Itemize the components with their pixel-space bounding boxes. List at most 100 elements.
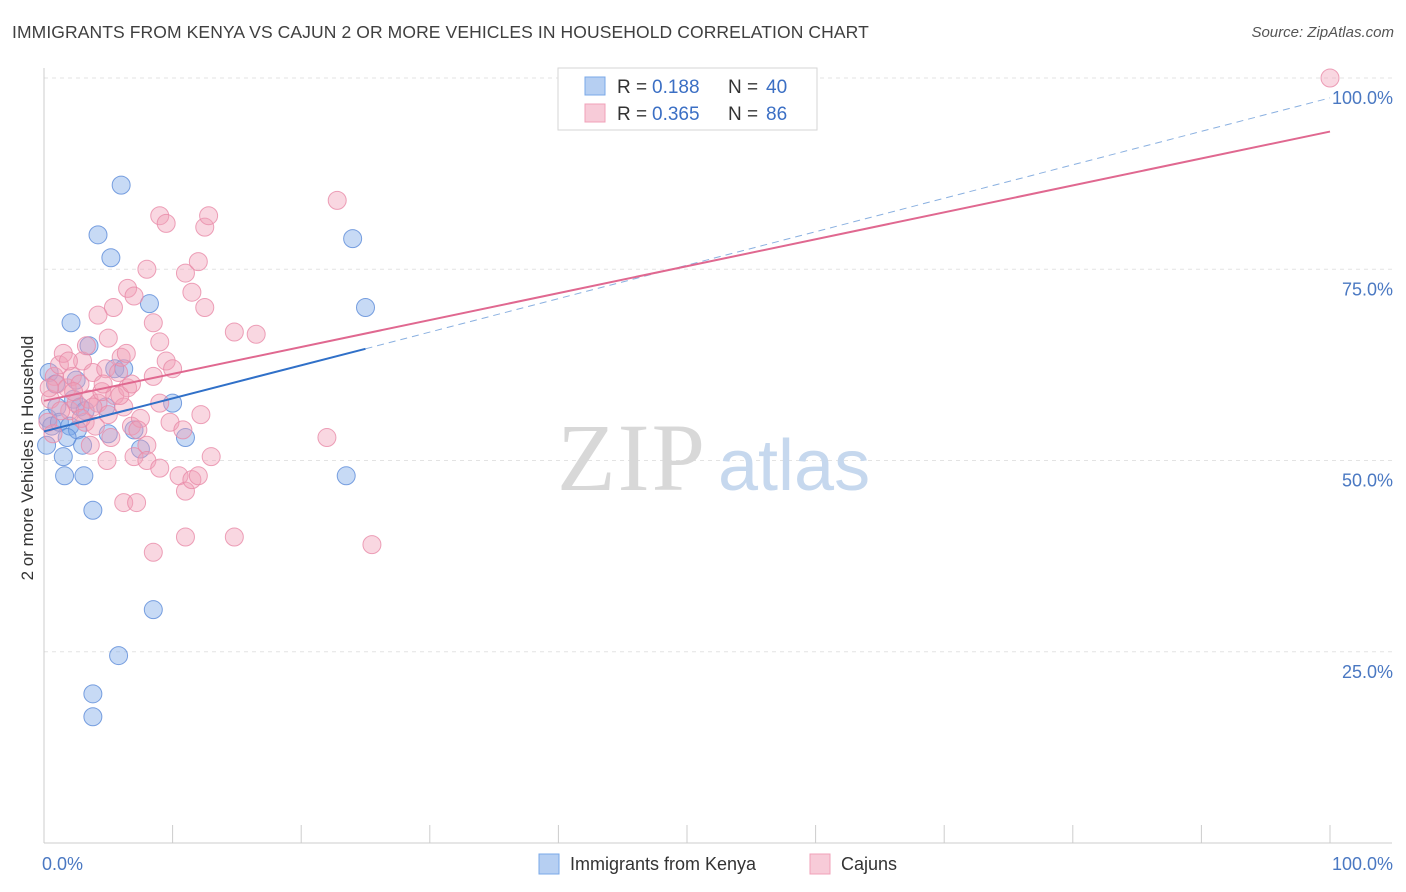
cajun-point [83,397,103,417]
cajun-point [150,332,170,352]
kenya-point [336,466,356,486]
cajun-point [317,428,337,448]
kenya-point [109,646,129,666]
cajun-point [110,385,130,405]
bottom-legend: Immigrants from Kenya Cajuns [538,853,897,875]
y-tick-label: 50.0% [1342,471,1393,491]
grid-lines [44,77,1392,653]
cajun-point [199,206,219,226]
cajun-point [80,435,100,455]
cajun-point [246,324,266,344]
cajun-point [173,420,193,440]
cajun-point [156,213,176,233]
bottom-legend-swatch [538,853,560,875]
cajun-point [191,405,211,425]
legend-r-label: R = [617,77,647,98]
cajun-point [188,252,208,272]
kenya-point [74,466,94,486]
kenya-point [101,248,121,268]
cajun-point [175,527,195,547]
watermark-atlas: atlas [718,426,870,506]
kenya-point [39,363,59,383]
kenya-point [53,447,73,467]
kenya-point [61,313,81,333]
kenya-trend-line [43,347,366,433]
y-tick-labels: 25.0% 50.0% 75.0% 100.0% [1332,88,1393,682]
cajun-point [58,351,78,371]
y-tick-label: 25.0% [1342,662,1393,682]
kenya-point [111,175,131,195]
cajun-point [118,278,138,298]
cajun-point [101,428,121,448]
cajun-point [327,190,347,210]
cajun-point [62,366,82,386]
legend-swatch [584,103,606,123]
cajun-point [39,378,59,398]
y-tick-label: 100.0% [1332,88,1393,108]
kenya-point [88,225,108,245]
cajun-point [130,408,150,428]
bottom-legend-swatch [809,853,831,875]
axes [43,68,1392,844]
cajun-point [156,351,176,371]
cajun-point [51,401,71,421]
cajun-point [64,382,84,402]
cajun-point [128,420,148,440]
kenya-point [37,435,57,455]
cajun-point [76,336,96,356]
cajun-point [143,313,163,333]
kenya-point [175,428,195,448]
cajun-point [127,493,147,513]
kenya-point [356,298,375,317]
cajun-point [109,363,129,383]
cajun-point [116,343,136,363]
legend-n-value: 86 [766,104,787,125]
legend-r-value: 0.365 [652,104,700,125]
cajun-point [1320,68,1340,88]
cajun-point [195,298,215,317]
top-legend: R = 0.188 N = 40 R = 0.365 N = 86 [557,67,818,131]
cajun-point [98,328,118,348]
cajun-point [224,322,244,342]
cajun-point [175,481,195,501]
x-tick-label: 100.0% [1332,854,1393,874]
cajun-point [175,263,195,283]
cajun-point [150,458,170,478]
cajun-point [182,282,202,302]
chart-source: Source: ZipAtlas.com [1251,24,1394,41]
cajun-point [97,451,117,470]
legend-swatch [584,76,606,96]
x-tick-labels: 0.0% 100.0% [42,854,1393,874]
kenya-point [343,229,363,249]
legend-n-value: 40 [766,77,787,98]
kenya-point [83,707,103,727]
data-points [37,68,1340,727]
legend-r-label: R = [617,104,647,125]
kenya-point [57,428,77,448]
cajun-point [71,408,91,428]
kenya-point [83,684,103,704]
bottom-legend-label: Immigrants from Kenya [570,854,757,874]
watermark-zip: ZIP [557,404,707,511]
y-tick-label: 75.0% [1342,279,1393,299]
cajun-point [124,286,144,306]
watermark: ZIP atlas [557,404,870,511]
cajun-trend-line [43,130,1331,402]
cajun-point [124,447,144,467]
cajun-point [143,542,163,562]
kenya-trend-extension [365,97,1331,350]
x-tick-label: 0.0% [42,854,83,874]
cajun-point [43,424,63,444]
cajun-point [224,527,244,547]
cajun-point [195,217,215,237]
kenya-point [83,500,103,520]
bottom-legend-label: Cajuns [841,854,897,874]
legend-n-label: N = [728,77,758,98]
cajun-point [103,298,123,317]
kenya-point [55,466,75,486]
legend-r-value: 0.188 [652,77,700,98]
cajun-point [362,535,382,555]
trend-lines [43,97,1331,433]
cajun-point [111,347,131,367]
